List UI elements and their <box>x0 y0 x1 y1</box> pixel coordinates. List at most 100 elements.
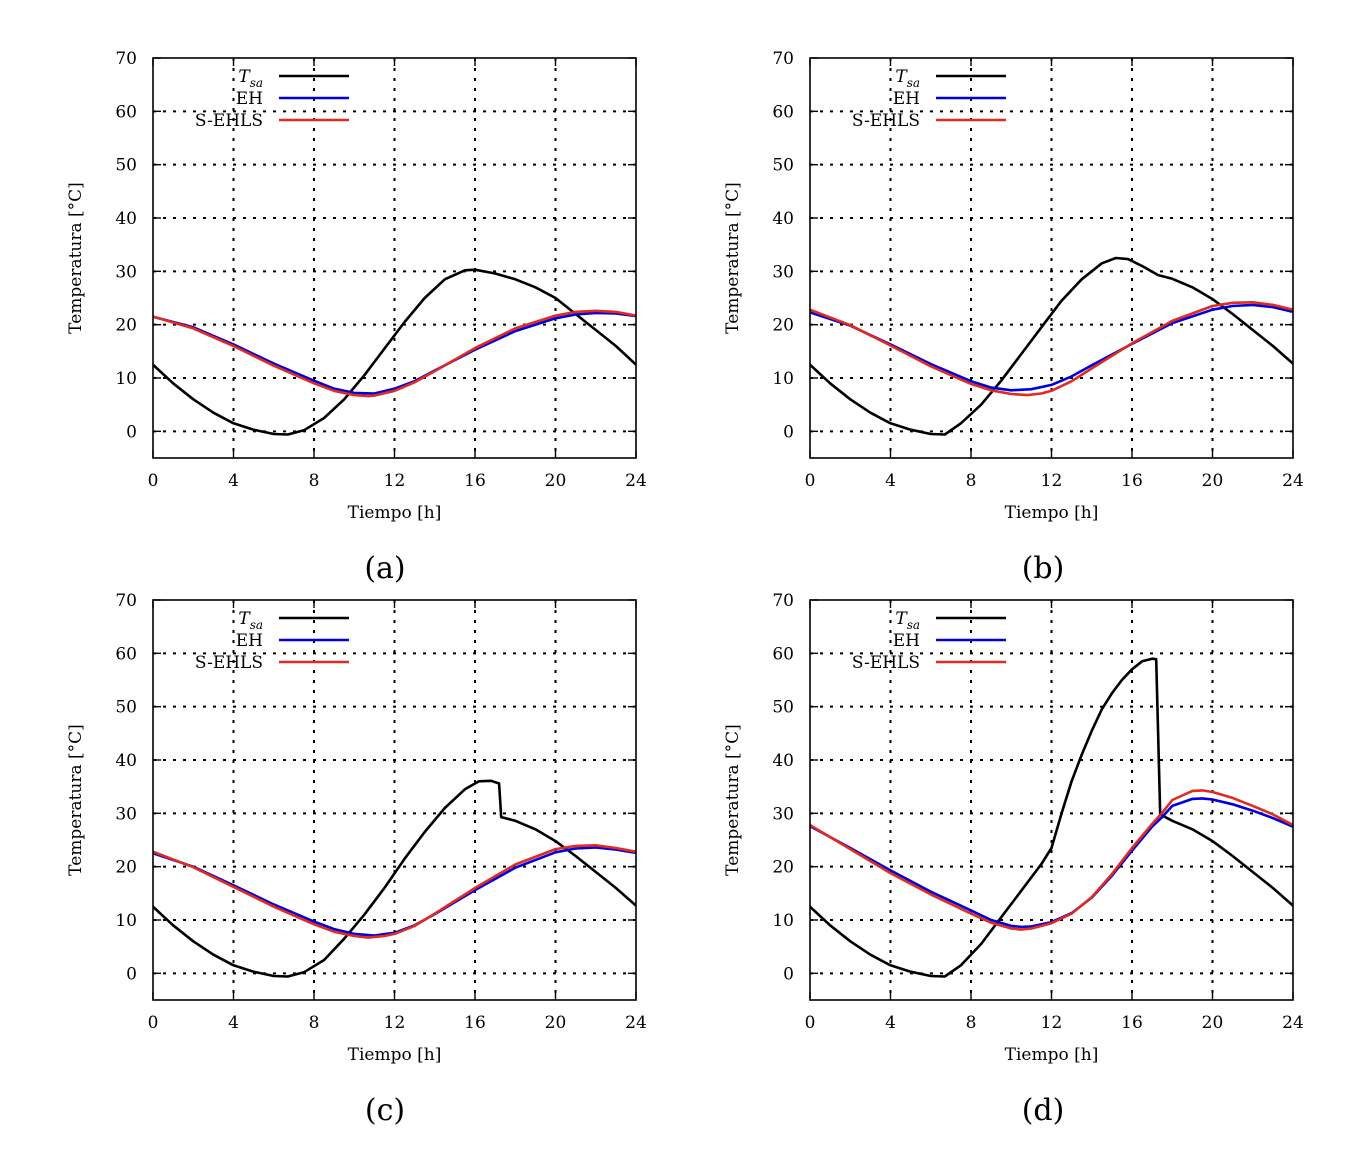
x-tick-label: 8 <box>309 471 320 491</box>
x-tick-label: 20 <box>1202 1013 1224 1033</box>
legend-item-t_sa: Tsa <box>895 609 1006 632</box>
series-line-s-ehls <box>810 789 1293 931</box>
x-tick-label: 4 <box>885 471 896 491</box>
series-line-t_sa <box>810 657 1293 978</box>
legend-label: Tsa <box>238 609 263 632</box>
grid <box>153 58 636 458</box>
y-tick-label: 10 <box>772 911 794 931</box>
x-tick-label: 20 <box>545 471 567 491</box>
x-tick-label: 8 <box>966 1013 977 1033</box>
series-group <box>810 256 1293 436</box>
legend-item-s-ehls: S-EHLS <box>195 653 349 673</box>
panel-caption: (d) <box>1022 1093 1065 1128</box>
y-tick-label: 30 <box>115 262 137 282</box>
legend-item-eh: EH <box>236 631 349 651</box>
y-tick-label: 10 <box>115 369 137 389</box>
y-tick-label: 20 <box>115 316 137 336</box>
legend-label: EH <box>893 631 920 651</box>
y-tick-label: 60 <box>115 102 137 122</box>
legend-label: Tsa <box>238 67 263 90</box>
grid <box>810 600 1293 1000</box>
chart-panel-d: 0 4 8 12 16 20 24 0 10 20 30 40 50 60 70 Tiempo [h] Temp… <box>723 591 1304 1128</box>
x-tick-label: 0 <box>148 1013 159 1033</box>
series-group <box>810 657 1293 978</box>
legend-label: EH <box>893 89 920 109</box>
y-axis-title: Temperatura [°C] <box>723 182 743 334</box>
series-line-eh <box>810 303 1293 392</box>
x-axis-title: Tiempo [h] <box>1005 1045 1099 1065</box>
series-line-s-ehls <box>810 301 1293 397</box>
x-tick-label: 16 <box>464 1013 486 1033</box>
y-tick-label: 40 <box>115 209 137 229</box>
legend-item-s-ehls: S-EHLS <box>195 111 349 131</box>
legend-item-t_sa: Tsa <box>238 609 349 632</box>
y-tick-label: 0 <box>126 422 137 442</box>
x-axis-title: Tiempo [h] <box>348 503 442 523</box>
y-tick-label: 30 <box>772 262 794 282</box>
y-axis-title: Temperatura [°C] <box>66 724 86 876</box>
x-tick-label: 4 <box>885 1013 896 1033</box>
series-group <box>153 268 636 436</box>
y-tick-label: 40 <box>772 209 794 229</box>
y-tick-label: 50 <box>115 156 137 176</box>
y-axis-title: Temperatura [°C] <box>723 724 743 876</box>
legend-item-eh: EH <box>893 89 1006 109</box>
series-line-s-ehls <box>153 309 636 398</box>
legend-item-t_sa: Tsa <box>895 67 1006 90</box>
y-tick-label: 0 <box>783 964 794 984</box>
y-tick-label: 70 <box>115 49 137 69</box>
y-tick-label: 50 <box>772 698 794 718</box>
legend-label: Tsa <box>895 67 920 90</box>
y-tick-label: 0 <box>126 964 137 984</box>
panel-caption: (c) <box>365 1093 405 1128</box>
y-tick-label: 60 <box>115 644 137 664</box>
y-tick-label: 40 <box>772 751 794 771</box>
chart-panel-b: 0 4 8 12 16 20 24 0 10 20 30 40 50 60 70 Tiempo [h] Temp… <box>723 49 1304 586</box>
x-tick-label: 20 <box>545 1013 567 1033</box>
legend-label-base: T <box>895 609 908 629</box>
grid <box>153 600 636 1000</box>
legend-item-t_sa: Tsa <box>238 67 349 90</box>
chart-panel-c: 0 4 8 12 16 20 24 0 10 20 30 40 50 60 70 Tiempo [h] Temp… <box>66 591 647 1128</box>
y-tick-label: 10 <box>115 911 137 931</box>
legend-label-base: T <box>238 67 251 87</box>
x-tick-label: 8 <box>309 1013 320 1033</box>
x-tick-label: 4 <box>228 1013 239 1033</box>
x-tick-label: 0 <box>148 471 159 491</box>
panel-caption: (b) <box>1022 551 1065 586</box>
x-tick-label: 0 <box>805 471 816 491</box>
grid <box>810 58 1293 458</box>
y-tick-label: 20 <box>772 316 794 336</box>
x-tick-label: 12 <box>1041 1013 1063 1033</box>
y-tick-label: 10 <box>772 369 794 389</box>
y-tick-label: 50 <box>115 698 137 718</box>
x-tick-label: 16 <box>1121 1013 1143 1033</box>
y-tick-label: 70 <box>772 591 794 611</box>
y-tick-label: 60 <box>772 102 794 122</box>
x-tick-label: 20 <box>1202 471 1224 491</box>
y-tick-label: 70 <box>772 49 794 69</box>
y-tick-label: 20 <box>772 858 794 878</box>
legend-item-eh: EH <box>893 631 1006 651</box>
legend-label-base: T <box>895 67 908 87</box>
legend-label: Tsa <box>895 609 920 632</box>
series-group <box>153 779 636 978</box>
y-tick-label: 70 <box>115 591 137 611</box>
series-line-eh <box>153 311 636 395</box>
x-tick-label: 16 <box>464 471 486 491</box>
x-tick-label: 24 <box>1282 1013 1304 1033</box>
legend-label: EH <box>236 89 263 109</box>
y-tick-label: 60 <box>772 644 794 664</box>
x-tick-label: 4 <box>228 471 239 491</box>
series-line-t_sa <box>810 256 1293 436</box>
legend-label-subscript: sa <box>907 618 920 632</box>
x-tick-label: 24 <box>1282 471 1304 491</box>
y-axis-title: Temperatura [°C] <box>66 182 86 334</box>
x-tick-label: 24 <box>625 1013 647 1033</box>
y-tick-label: 40 <box>115 751 137 771</box>
